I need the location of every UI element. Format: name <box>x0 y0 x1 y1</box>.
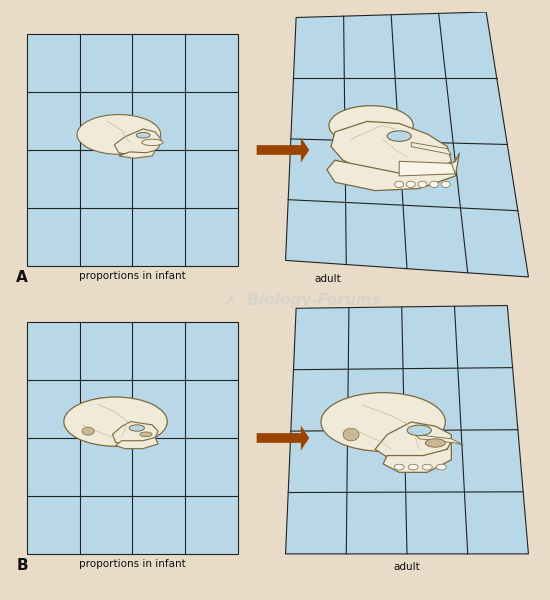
Ellipse shape <box>436 464 447 470</box>
Ellipse shape <box>321 392 446 451</box>
Ellipse shape <box>441 181 450 187</box>
Ellipse shape <box>394 464 404 470</box>
Polygon shape <box>411 142 452 155</box>
Ellipse shape <box>408 464 418 470</box>
Ellipse shape <box>77 115 161 154</box>
Polygon shape <box>331 121 452 178</box>
Text: proportions in infant: proportions in infant <box>79 559 186 569</box>
Bar <box>27 34 238 266</box>
Polygon shape <box>119 151 155 158</box>
Ellipse shape <box>395 181 404 187</box>
Ellipse shape <box>142 139 163 146</box>
Ellipse shape <box>329 106 413 146</box>
Text: B: B <box>16 558 28 573</box>
Text: proportions in infant: proportions in infant <box>79 271 186 281</box>
Polygon shape <box>285 12 529 277</box>
Ellipse shape <box>430 181 438 187</box>
Text: adult: adult <box>315 274 341 284</box>
Ellipse shape <box>82 427 94 435</box>
Polygon shape <box>383 441 452 472</box>
Ellipse shape <box>425 439 446 447</box>
Polygon shape <box>285 305 529 554</box>
Ellipse shape <box>343 428 359 441</box>
Ellipse shape <box>136 133 150 138</box>
Ellipse shape <box>407 425 431 436</box>
Bar <box>27 322 238 554</box>
Ellipse shape <box>422 464 432 470</box>
Ellipse shape <box>129 425 145 431</box>
Ellipse shape <box>406 181 415 187</box>
Polygon shape <box>375 422 452 462</box>
Text: A: A <box>16 270 28 285</box>
Text: adult: adult <box>394 562 420 572</box>
Polygon shape <box>415 434 464 445</box>
Polygon shape <box>399 161 455 176</box>
Ellipse shape <box>418 181 427 187</box>
Polygon shape <box>116 437 158 449</box>
Polygon shape <box>114 129 161 156</box>
Ellipse shape <box>140 432 152 437</box>
Text: ✗  Biology-Forums: ✗ Biology-Forums <box>224 292 381 307</box>
Polygon shape <box>327 153 459 191</box>
Ellipse shape <box>64 397 167 446</box>
Ellipse shape <box>387 131 411 142</box>
Polygon shape <box>113 422 158 445</box>
